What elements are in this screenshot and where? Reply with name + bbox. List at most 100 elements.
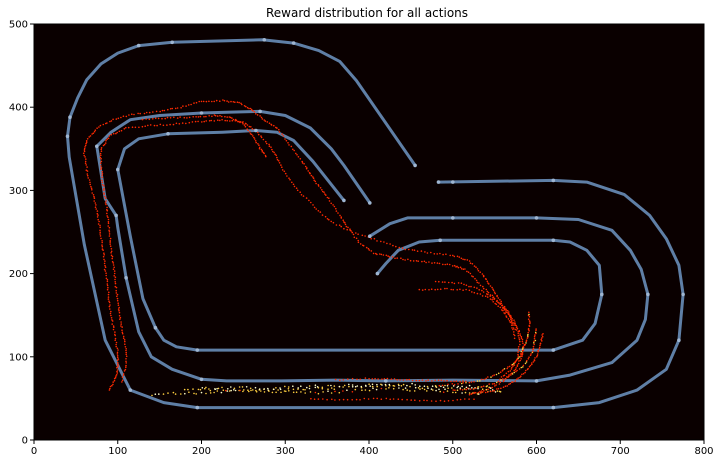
reward-point xyxy=(155,110,158,113)
reward-point xyxy=(123,339,126,341)
reward-point xyxy=(213,114,216,116)
reward-point xyxy=(246,124,249,126)
reward-point xyxy=(187,388,189,391)
reward-point xyxy=(457,266,460,269)
reward-point xyxy=(270,124,273,126)
reward-point xyxy=(497,305,500,308)
reward-point xyxy=(277,389,279,391)
reward-point xyxy=(110,248,113,250)
reward-point xyxy=(517,353,519,356)
reward-point xyxy=(477,269,480,272)
reward-point xyxy=(520,350,523,353)
reward-point xyxy=(314,391,317,394)
reward-point xyxy=(276,158,279,161)
reward-point xyxy=(245,386,248,388)
reward-trace-1 xyxy=(99,118,521,383)
reward-point xyxy=(174,393,177,395)
reward-point xyxy=(446,379,448,382)
reward-point xyxy=(265,140,267,143)
reward-point xyxy=(510,368,513,370)
track-waypoint xyxy=(195,405,200,410)
reward-point xyxy=(86,166,88,168)
reward-point xyxy=(457,385,460,388)
reward-point xyxy=(280,391,282,394)
reward-point xyxy=(387,255,389,257)
track-waypoint xyxy=(199,377,204,382)
reward-point xyxy=(263,119,266,121)
reward-point xyxy=(488,283,490,285)
reward-point xyxy=(533,359,536,361)
reward-point xyxy=(397,383,400,386)
reward-point xyxy=(114,282,117,285)
reward-point xyxy=(479,271,482,274)
reward-point xyxy=(462,289,464,292)
reward-point xyxy=(388,383,391,386)
reward-point xyxy=(216,387,218,390)
reward-point xyxy=(460,282,463,285)
reward-point xyxy=(477,386,480,388)
reward-point xyxy=(464,268,466,270)
reward-point xyxy=(288,177,290,179)
reward-point xyxy=(493,390,496,392)
reward-point xyxy=(111,384,113,387)
reward-point xyxy=(238,101,240,104)
plot-area xyxy=(34,24,704,440)
reward-point xyxy=(224,119,226,122)
reward-point xyxy=(103,185,105,187)
reward-point xyxy=(500,302,503,305)
reward-point xyxy=(95,204,97,206)
reward-point xyxy=(489,387,492,389)
reward-point xyxy=(425,380,427,382)
reward-point xyxy=(392,387,395,390)
reward-point xyxy=(461,392,463,394)
reward-point xyxy=(107,293,110,296)
reward-point xyxy=(370,250,373,252)
x-tick-label: 800 xyxy=(694,446,713,457)
reward-point xyxy=(178,123,181,125)
reward-point xyxy=(107,222,110,225)
reward-point xyxy=(255,113,257,115)
reward-point xyxy=(319,211,322,213)
reward-point xyxy=(122,373,125,375)
reward-point xyxy=(100,168,102,170)
reward-point xyxy=(166,116,169,119)
reward-point xyxy=(480,378,483,381)
reward-point xyxy=(521,349,524,352)
reward-point xyxy=(122,115,125,117)
reward-point xyxy=(288,390,290,392)
reward-point xyxy=(313,179,316,182)
reward-point xyxy=(434,288,437,291)
track-waypoint xyxy=(368,201,372,205)
reward-point xyxy=(92,132,95,134)
reward-point xyxy=(342,390,344,392)
reward-point xyxy=(106,280,109,283)
reward-point xyxy=(473,380,475,383)
reward-point xyxy=(519,333,521,335)
track-waypoint xyxy=(438,238,443,243)
reward-point xyxy=(229,116,232,119)
reward-point xyxy=(100,150,103,152)
reward-point xyxy=(465,288,467,291)
reward-point xyxy=(497,380,500,383)
reward-point xyxy=(117,363,119,365)
reward-point xyxy=(474,277,476,280)
reward-point xyxy=(245,123,247,125)
reward-point xyxy=(433,262,436,264)
reward-point xyxy=(414,384,417,386)
reward-point xyxy=(346,228,349,231)
reward-point xyxy=(469,272,472,275)
reward-point xyxy=(113,270,116,272)
reward-point xyxy=(503,308,506,311)
reward-point xyxy=(538,348,541,350)
reward-point xyxy=(275,391,277,394)
reward-point xyxy=(526,337,529,339)
reward-point xyxy=(112,264,115,266)
reward-point xyxy=(471,275,473,277)
reward-point xyxy=(361,389,363,392)
reward-point xyxy=(148,111,151,114)
track-waypoint xyxy=(551,348,556,352)
reward-point xyxy=(118,309,120,312)
reward-point xyxy=(99,152,102,155)
reward-point xyxy=(96,212,99,215)
track-waypoint xyxy=(116,167,120,172)
